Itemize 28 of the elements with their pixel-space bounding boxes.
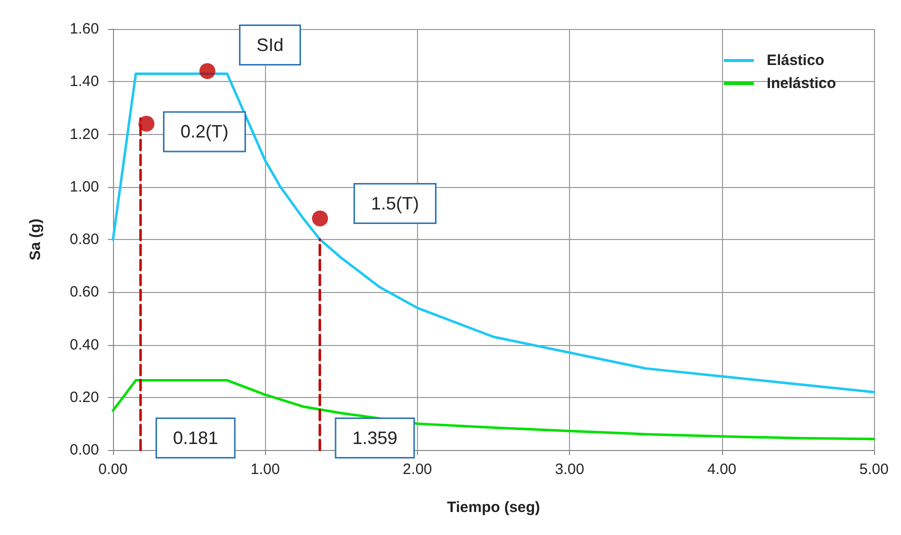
point — [199, 63, 216, 80]
y-tick-label: 1.40 — [70, 73, 99, 90]
y-tick-label: 1.00 — [70, 178, 99, 196]
y-tick-label: 0.80 — [70, 231, 99, 248]
y-tick-label: 0.40 — [70, 336, 99, 354]
point — [138, 116, 154, 132]
y-tick-label: 1.20 — [70, 126, 99, 143]
annotation: 0.181 — [173, 428, 218, 448]
y-tick-label: 0.60 — [70, 284, 99, 301]
y-tick-label: 1.60 — [70, 20, 99, 38]
legend-label: Elástico — [766, 52, 824, 69]
x-tick-label: 2.00 — [402, 461, 432, 478]
legend-label: Inelástico — [766, 75, 836, 92]
x-tick-label: 0.00 — [98, 461, 128, 478]
point — [312, 210, 328, 226]
x-tick-label: 3.00 — [555, 461, 584, 478]
y-tick-label: 0.20 — [70, 388, 99, 406]
x-tick-label: 5.00 — [859, 461, 889, 478]
annotation: 1.5(T) — [370, 193, 419, 214]
x-tick-label: 1.00 — [250, 461, 280, 478]
line-series — [112, 72, 876, 394]
annotation: 0.2(T) — [180, 122, 228, 142]
y-tick-label: 0.00 — [70, 442, 99, 458]
x-axis-title: Tiempo (seg) — [446, 499, 540, 516]
y-axis-title: Sa (g) — [27, 218, 44, 260]
x-tick-label: 4.00 — [707, 461, 736, 478]
annotation: 1.359 — [352, 428, 398, 448]
annotation: SId — [256, 35, 284, 55]
